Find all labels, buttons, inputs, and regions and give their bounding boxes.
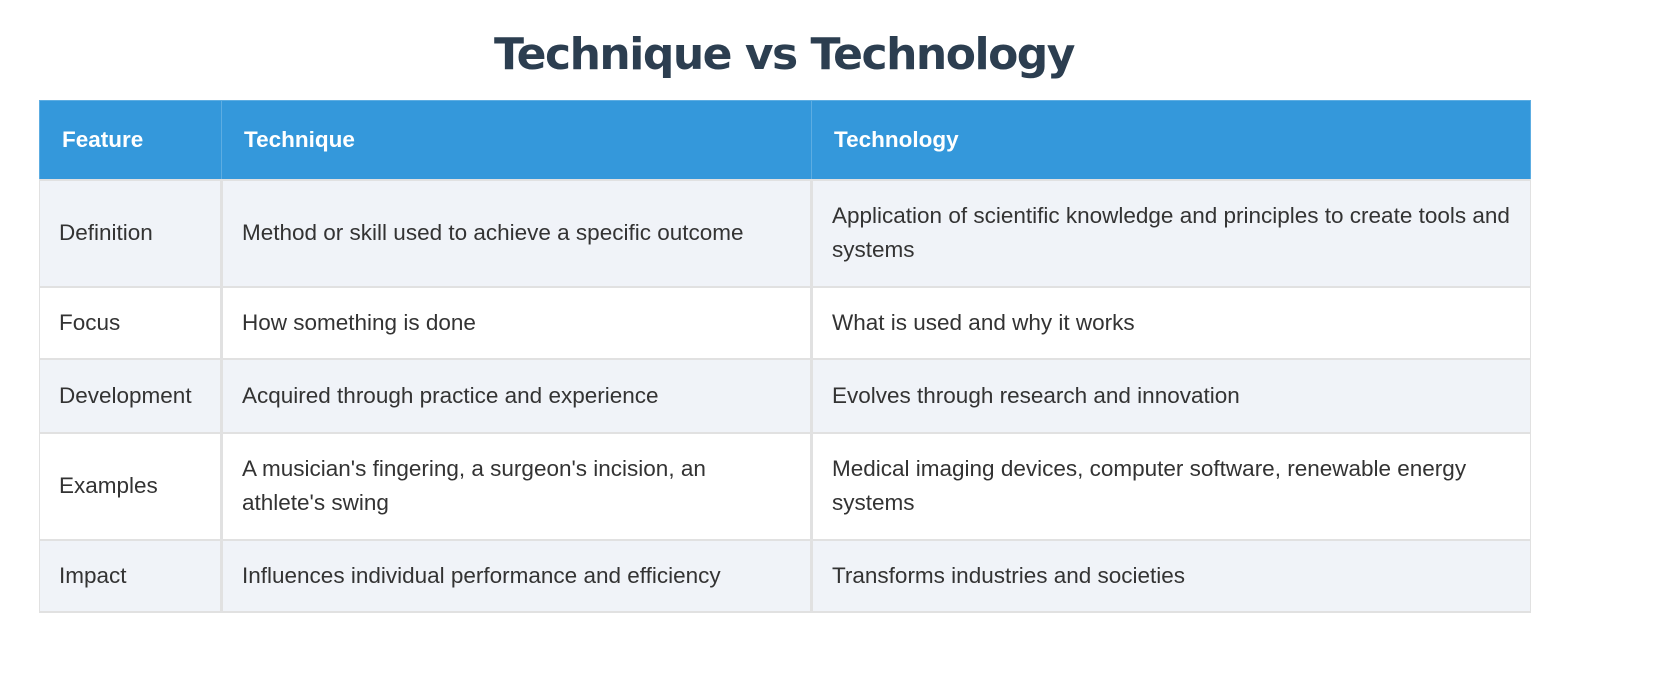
cell-technology: Transforms industries and societies [810,538,1531,613]
table-row-impact: Impact Influences individual performance… [39,538,1531,613]
cell-feature: Development [39,357,223,434]
table-row-focus: Focus How something is done What is used… [39,285,1531,360]
cell-technique: How something is done [220,285,813,360]
table-row-examples: Examples A musician's fingering, a surge… [39,431,1531,541]
cell-technology: What is used and why it works [810,285,1531,360]
table-row-development: Development Acquired through practice an… [39,357,1531,434]
header-technique: Technique [221,100,812,180]
header-row: Feature Technique Technology [39,100,1531,180]
cell-technique: A musician's fingering, a surgeon's inci… [220,431,813,541]
cell-feature: Impact [39,538,223,613]
table-body: Definition Method or skill used to achie… [39,178,1531,613]
cell-technique: Influences individual performance and ef… [220,538,813,613]
header-feature: Feature [39,100,222,180]
cell-technology: Evolves through research and innovation [810,357,1531,434]
cell-feature: Examples [39,431,223,541]
table-row-definition: Definition Method or skill used to achie… [39,178,1531,288]
cell-feature: Definition [39,178,223,288]
header-technology: Technology [811,100,1531,180]
comparison-table: Feature Technique Technology Definition … [39,100,1531,613]
table-header: Feature Technique Technology [39,100,1531,180]
cell-technique: Acquired through practice and experience [220,357,813,434]
cell-technique: Method or skill used to achieve a specif… [220,178,813,288]
cell-technology: Application of scientific knowledge and … [810,178,1531,288]
cell-feature: Focus [39,285,223,360]
page-title: Technique vs Technology [494,29,1075,80]
cell-technology: Medical imaging devices, computer softwa… [810,431,1531,541]
